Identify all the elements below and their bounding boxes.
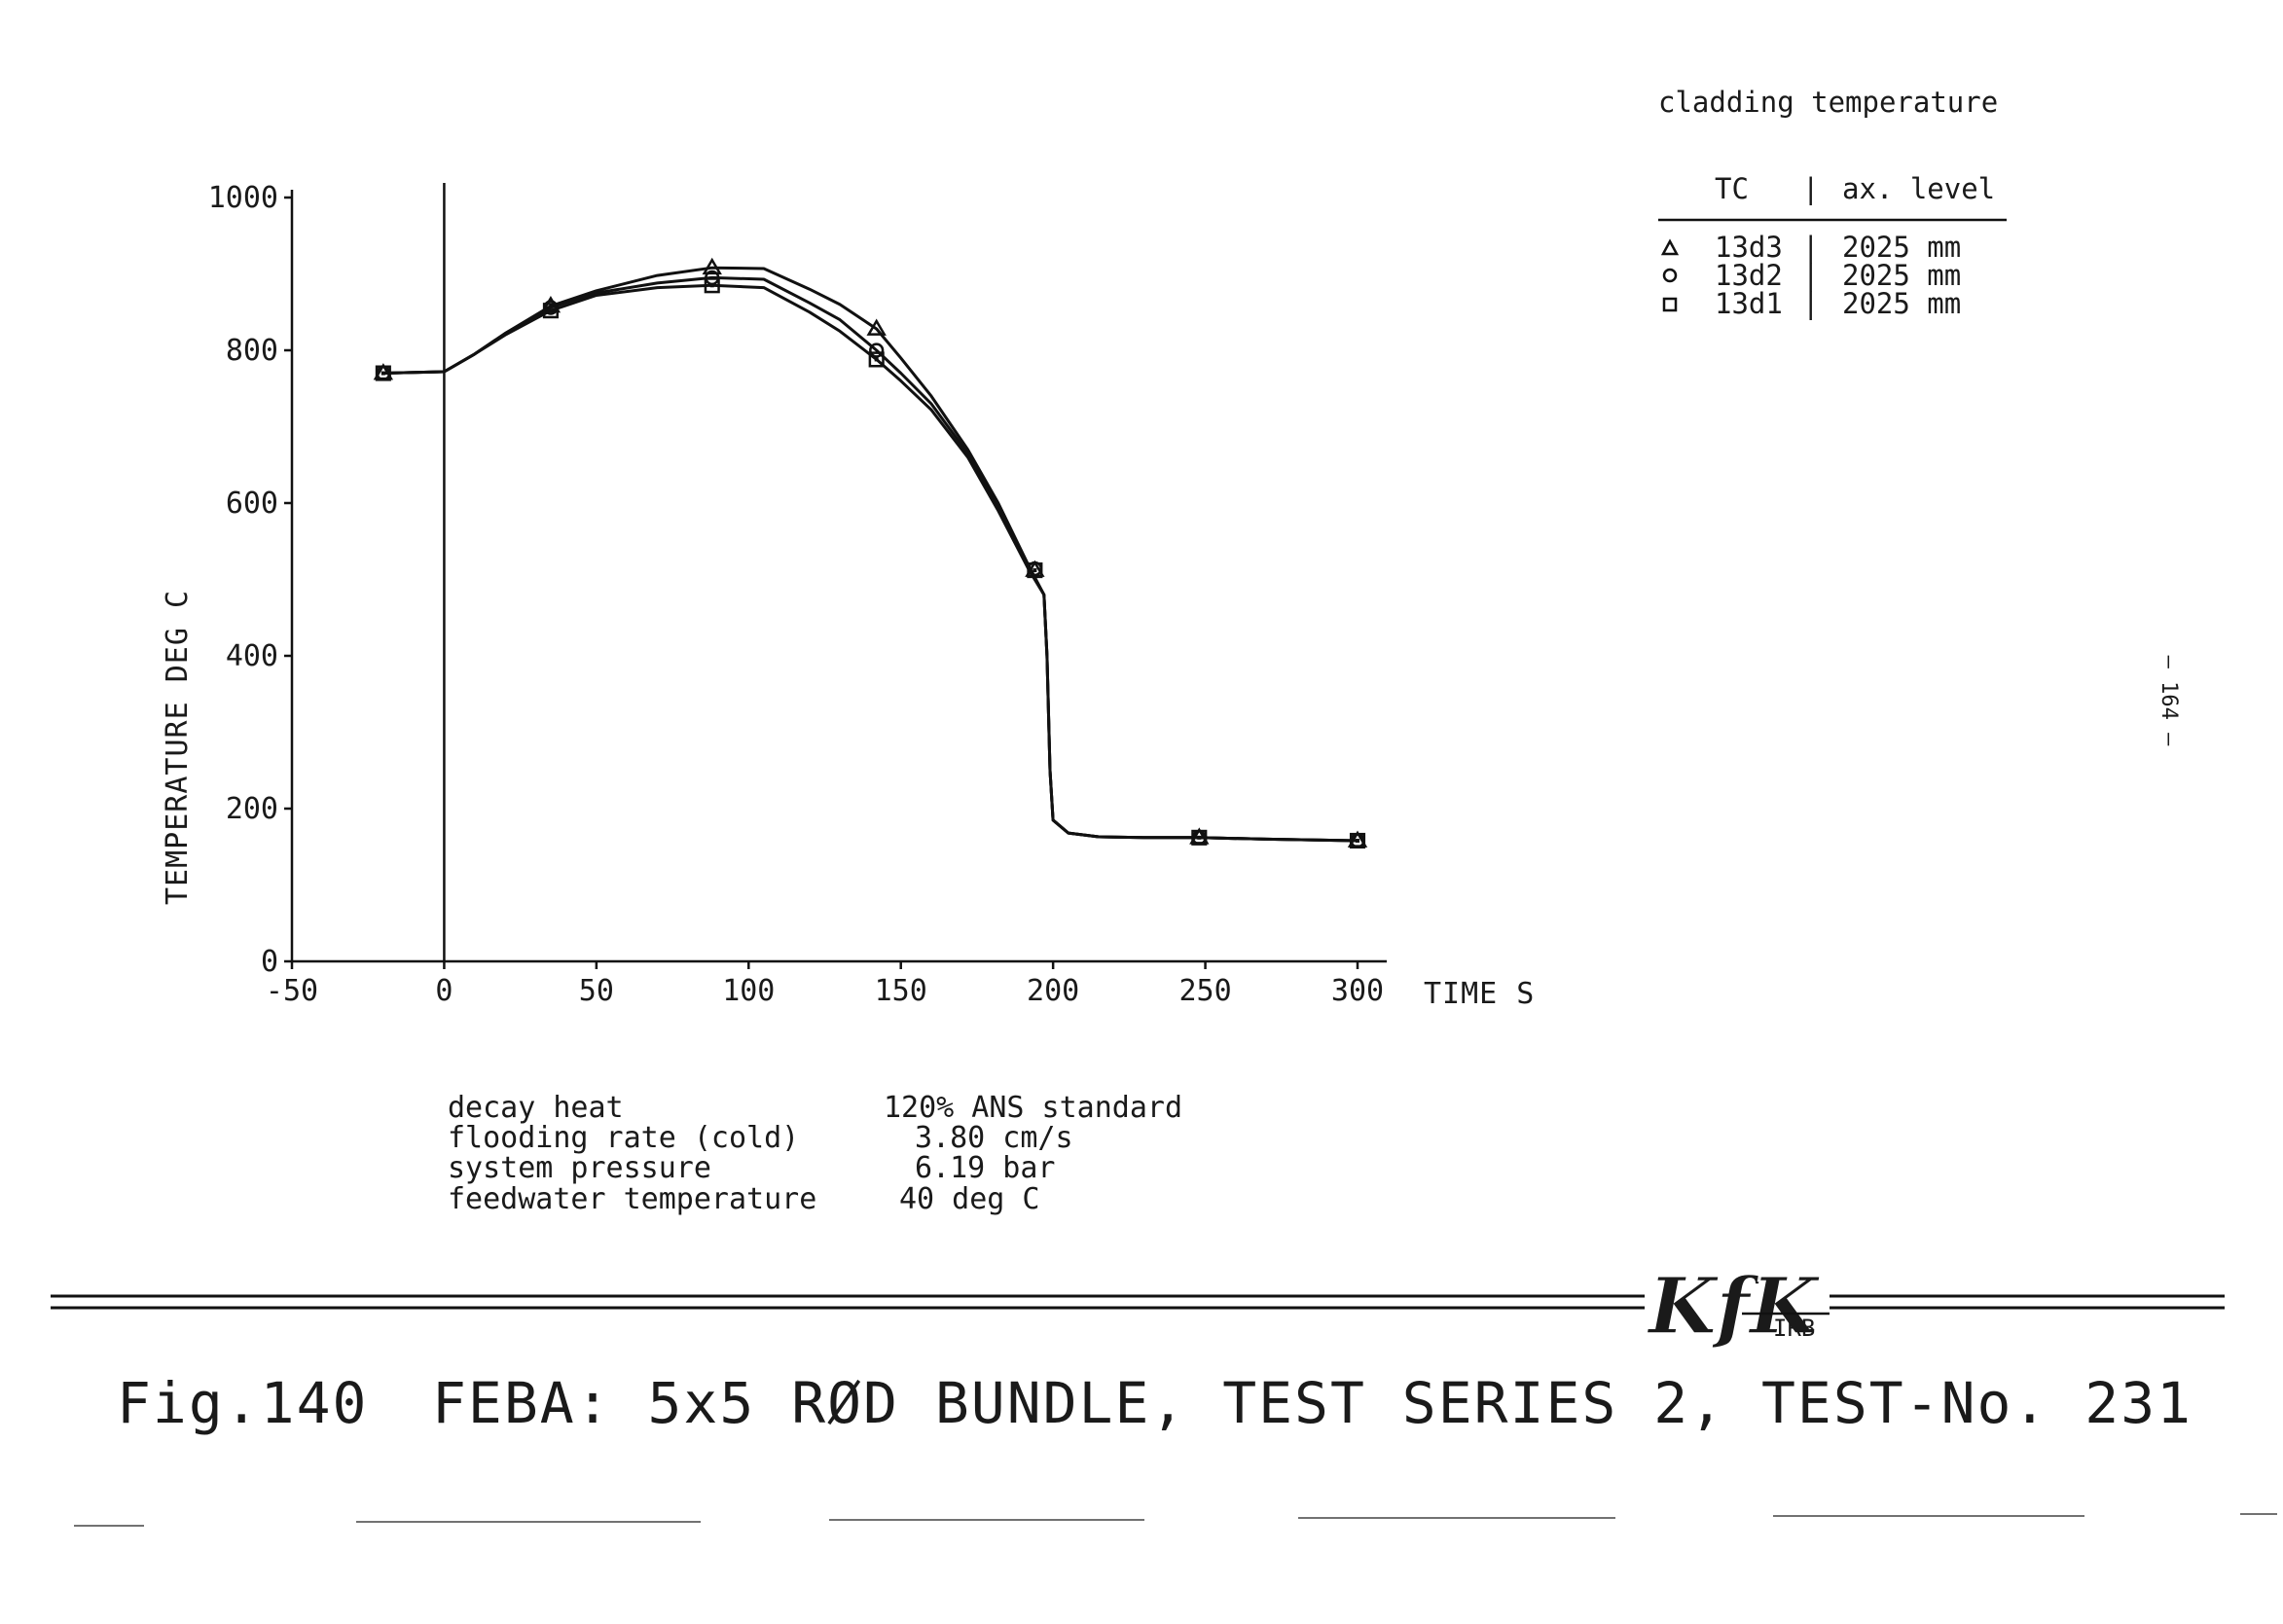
legend-item-tc: 13d2 xyxy=(1715,259,1783,292)
legend-header-sep: | xyxy=(1802,172,1819,205)
x-tick-label: 0 xyxy=(435,974,453,1008)
legend-item-sep: | xyxy=(1802,259,1819,292)
logo-main: KfK xyxy=(1647,1260,1821,1352)
y-tick-label: 600 xyxy=(226,487,278,521)
square-marker xyxy=(704,277,720,294)
y-tick-label: 0 xyxy=(261,945,278,979)
x-axis: -50 0 50 100 150 200 250 300 xyxy=(266,183,1387,1008)
legend-item-13d3: 13d3 | 2025 mm xyxy=(1660,231,1961,264)
condition-label: system pressure xyxy=(448,1151,711,1185)
series-layer xyxy=(373,257,1368,849)
y-tick-label: 1000 xyxy=(208,181,278,215)
legend-item-level: 2025 mm xyxy=(1842,287,1961,320)
circle-marker-icon xyxy=(1662,268,1678,283)
scan-artifacts xyxy=(74,1513,2277,1527)
triangle-marker-icon xyxy=(1660,238,1680,256)
figure-caption: Fig.140 FEBA: 5x5 RØD BUNDLE, TEST SERIE… xyxy=(117,1370,2192,1436)
legend-title: cladding temperature xyxy=(1658,86,1998,119)
condition-label: decay heat xyxy=(448,1091,624,1125)
legend-item-sep: | xyxy=(1802,231,1819,264)
condition-value: 6.19 bar xyxy=(915,1151,1056,1185)
y-tick-label: 200 xyxy=(226,792,278,826)
square-marker-dot xyxy=(709,283,714,288)
x-tick-label: 200 xyxy=(1027,974,1079,1008)
legend-header-tc: TC xyxy=(1715,172,1749,205)
condition-label: flooding rate (cold) xyxy=(448,1121,799,1155)
y-tick-label: 400 xyxy=(226,639,278,673)
y-axis: 0 200 400 600 800 1000 xyxy=(208,181,294,979)
x-tick-label: 150 xyxy=(875,974,927,1008)
legend-item-sep: | xyxy=(1802,287,1819,320)
figure-title: FEBA: 5x5 RØD BUNDLE, TEST SERIES 2, TES… xyxy=(432,1370,2192,1436)
series-13d1 xyxy=(375,277,1366,849)
legend-header-level: ax. level xyxy=(1842,172,1995,205)
condition-value: 3.80 cm/s xyxy=(915,1121,1073,1155)
test-conditions: decay heat 120% ANS standard flooding ra… xyxy=(448,1091,1182,1216)
square-marker-dot xyxy=(1356,838,1359,843)
y-tick-label: 800 xyxy=(226,334,278,368)
square-marker xyxy=(868,351,885,368)
square-marker xyxy=(375,365,391,381)
triangle-marker xyxy=(702,257,722,275)
x-tick-label: -50 xyxy=(266,974,318,1008)
legend-item-tc: 13d1 xyxy=(1715,287,1783,320)
footer-rule xyxy=(51,1294,2225,1310)
x-axis-label: TIME S xyxy=(1424,977,1535,1011)
condition-value: 120% ANS standard xyxy=(884,1091,1182,1125)
x-tick-label: 100 xyxy=(722,974,775,1008)
square-marker-icon xyxy=(1662,297,1678,312)
y-axis-label: TEMPERATURE DEG C xyxy=(161,590,195,905)
x-tick-label: 300 xyxy=(1331,974,1384,1008)
logo-sub: IRB xyxy=(1773,1315,1815,1342)
square-marker xyxy=(1191,829,1208,846)
square-marker-dot xyxy=(1033,568,1037,573)
square-marker-dot xyxy=(1197,835,1202,840)
square-marker-dot xyxy=(874,357,879,362)
kfk-logo: KfK IRB xyxy=(1645,1257,1830,1353)
legend-item-13d1: 13d1 | 2025 mm xyxy=(1662,287,1961,320)
square-marker-dot xyxy=(380,371,385,376)
side-page-label: — 164 — xyxy=(2156,656,2181,746)
series-line xyxy=(382,283,1359,843)
x-tick-label: 50 xyxy=(579,974,614,1008)
legend: cladding temperature TC | ax. level 13d3… xyxy=(1658,86,2007,320)
condition-label: feedwater temperature xyxy=(448,1182,816,1216)
figure-number: Fig.140 xyxy=(117,1370,368,1436)
condition-value: 40 deg C xyxy=(899,1182,1040,1216)
circle-marker xyxy=(869,343,885,358)
legend-item-level: 2025 mm xyxy=(1842,259,1961,292)
legend-item-tc: 13d3 xyxy=(1715,231,1783,264)
legend-item-13d2: 13d2 | 2025 mm xyxy=(1662,259,1961,292)
square-marker xyxy=(542,303,559,319)
x-tick-label: 250 xyxy=(1178,974,1231,1008)
square-marker xyxy=(1027,562,1043,579)
triangle-marker xyxy=(866,318,887,336)
legend-item-level: 2025 mm xyxy=(1842,231,1961,264)
square-marker xyxy=(1349,832,1366,849)
square-marker-dot xyxy=(548,308,553,313)
